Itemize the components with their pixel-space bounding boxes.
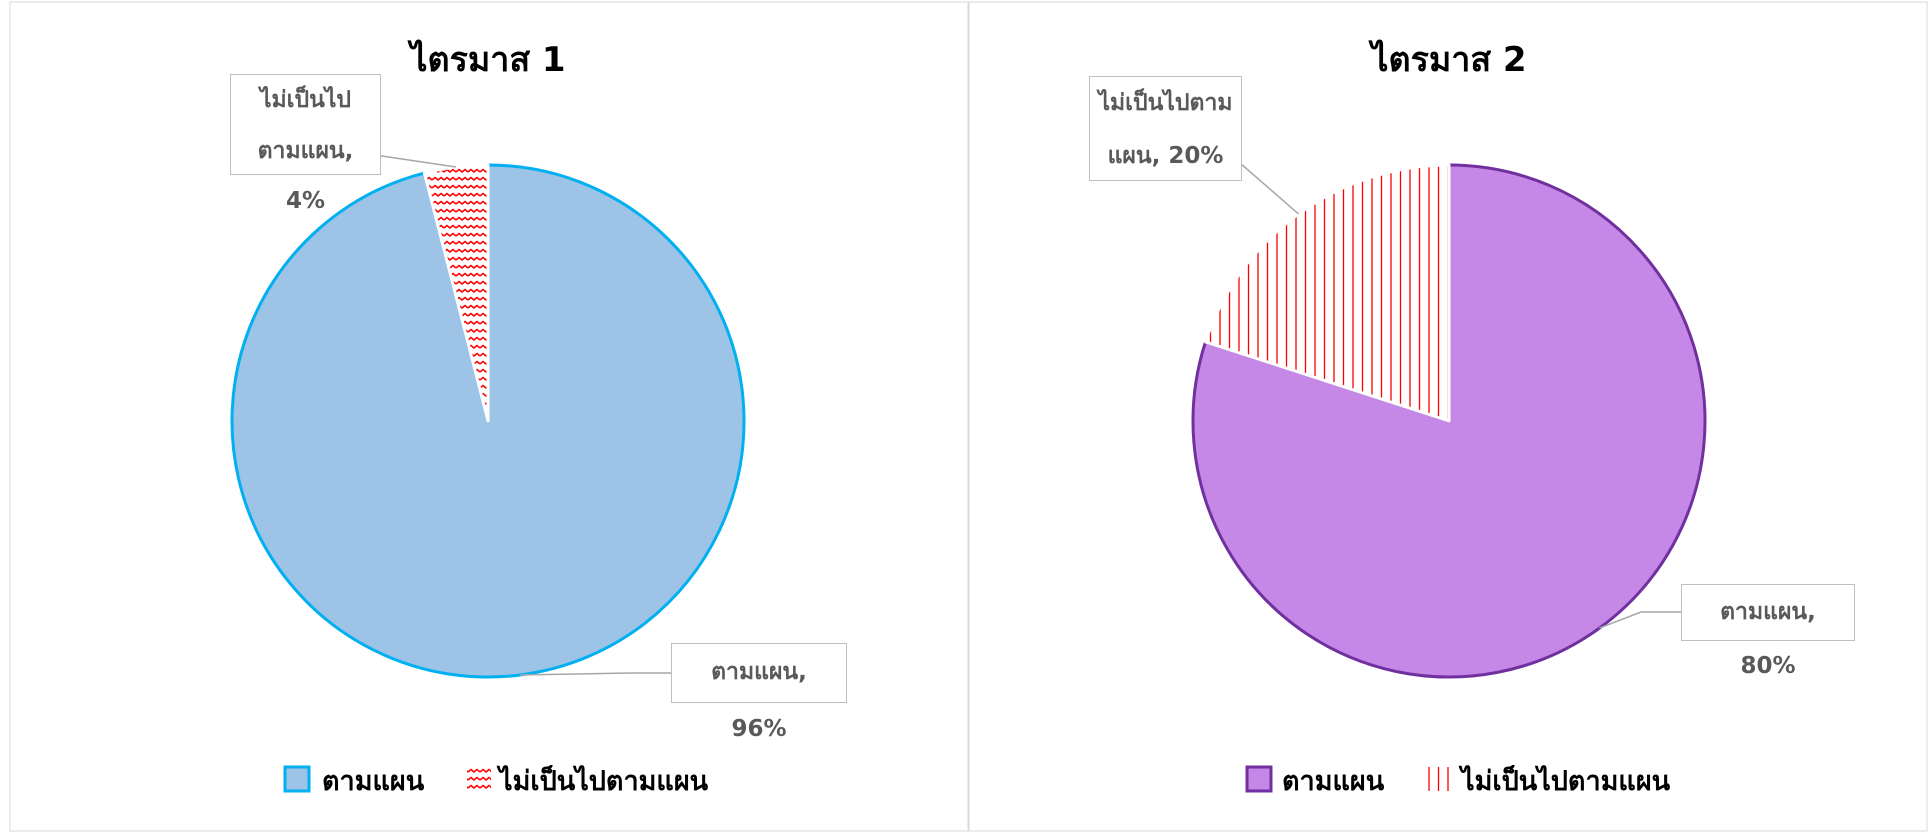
data-label: ตามแผน, 96% xyxy=(671,643,847,742)
legend-swatch xyxy=(1245,765,1273,793)
pie-slice xyxy=(422,163,490,423)
panel-frame xyxy=(9,1,969,832)
legend-label: ตามแผน xyxy=(1282,766,1385,797)
chart-title: ไตรมาส 1 xyxy=(410,40,566,80)
data-label: ตามแผน, 80% xyxy=(1681,584,1855,679)
panel-frame xyxy=(968,1,1928,832)
legend-label: ตามแผน xyxy=(322,766,425,797)
legend-swatch xyxy=(1426,767,1450,791)
legend-swatch xyxy=(283,765,311,793)
legend-label: ไม่เป็นไปตามแผน xyxy=(1461,766,1671,797)
leader-line xyxy=(1599,611,1681,629)
data-label: ไม่เป็นไปตามแผน, 20% xyxy=(1089,76,1242,181)
legend-swatch xyxy=(467,767,491,791)
legend-label: ไม่เป็นไปตามแผน xyxy=(499,766,709,797)
pie-slice xyxy=(1191,163,1707,679)
pie-slice xyxy=(1204,163,1451,423)
chart-title: ไตรมาส 2 xyxy=(1371,40,1527,80)
leader-line xyxy=(520,672,671,676)
data-label: ไม่เป็นไปตามแผน, 4% xyxy=(230,74,381,214)
